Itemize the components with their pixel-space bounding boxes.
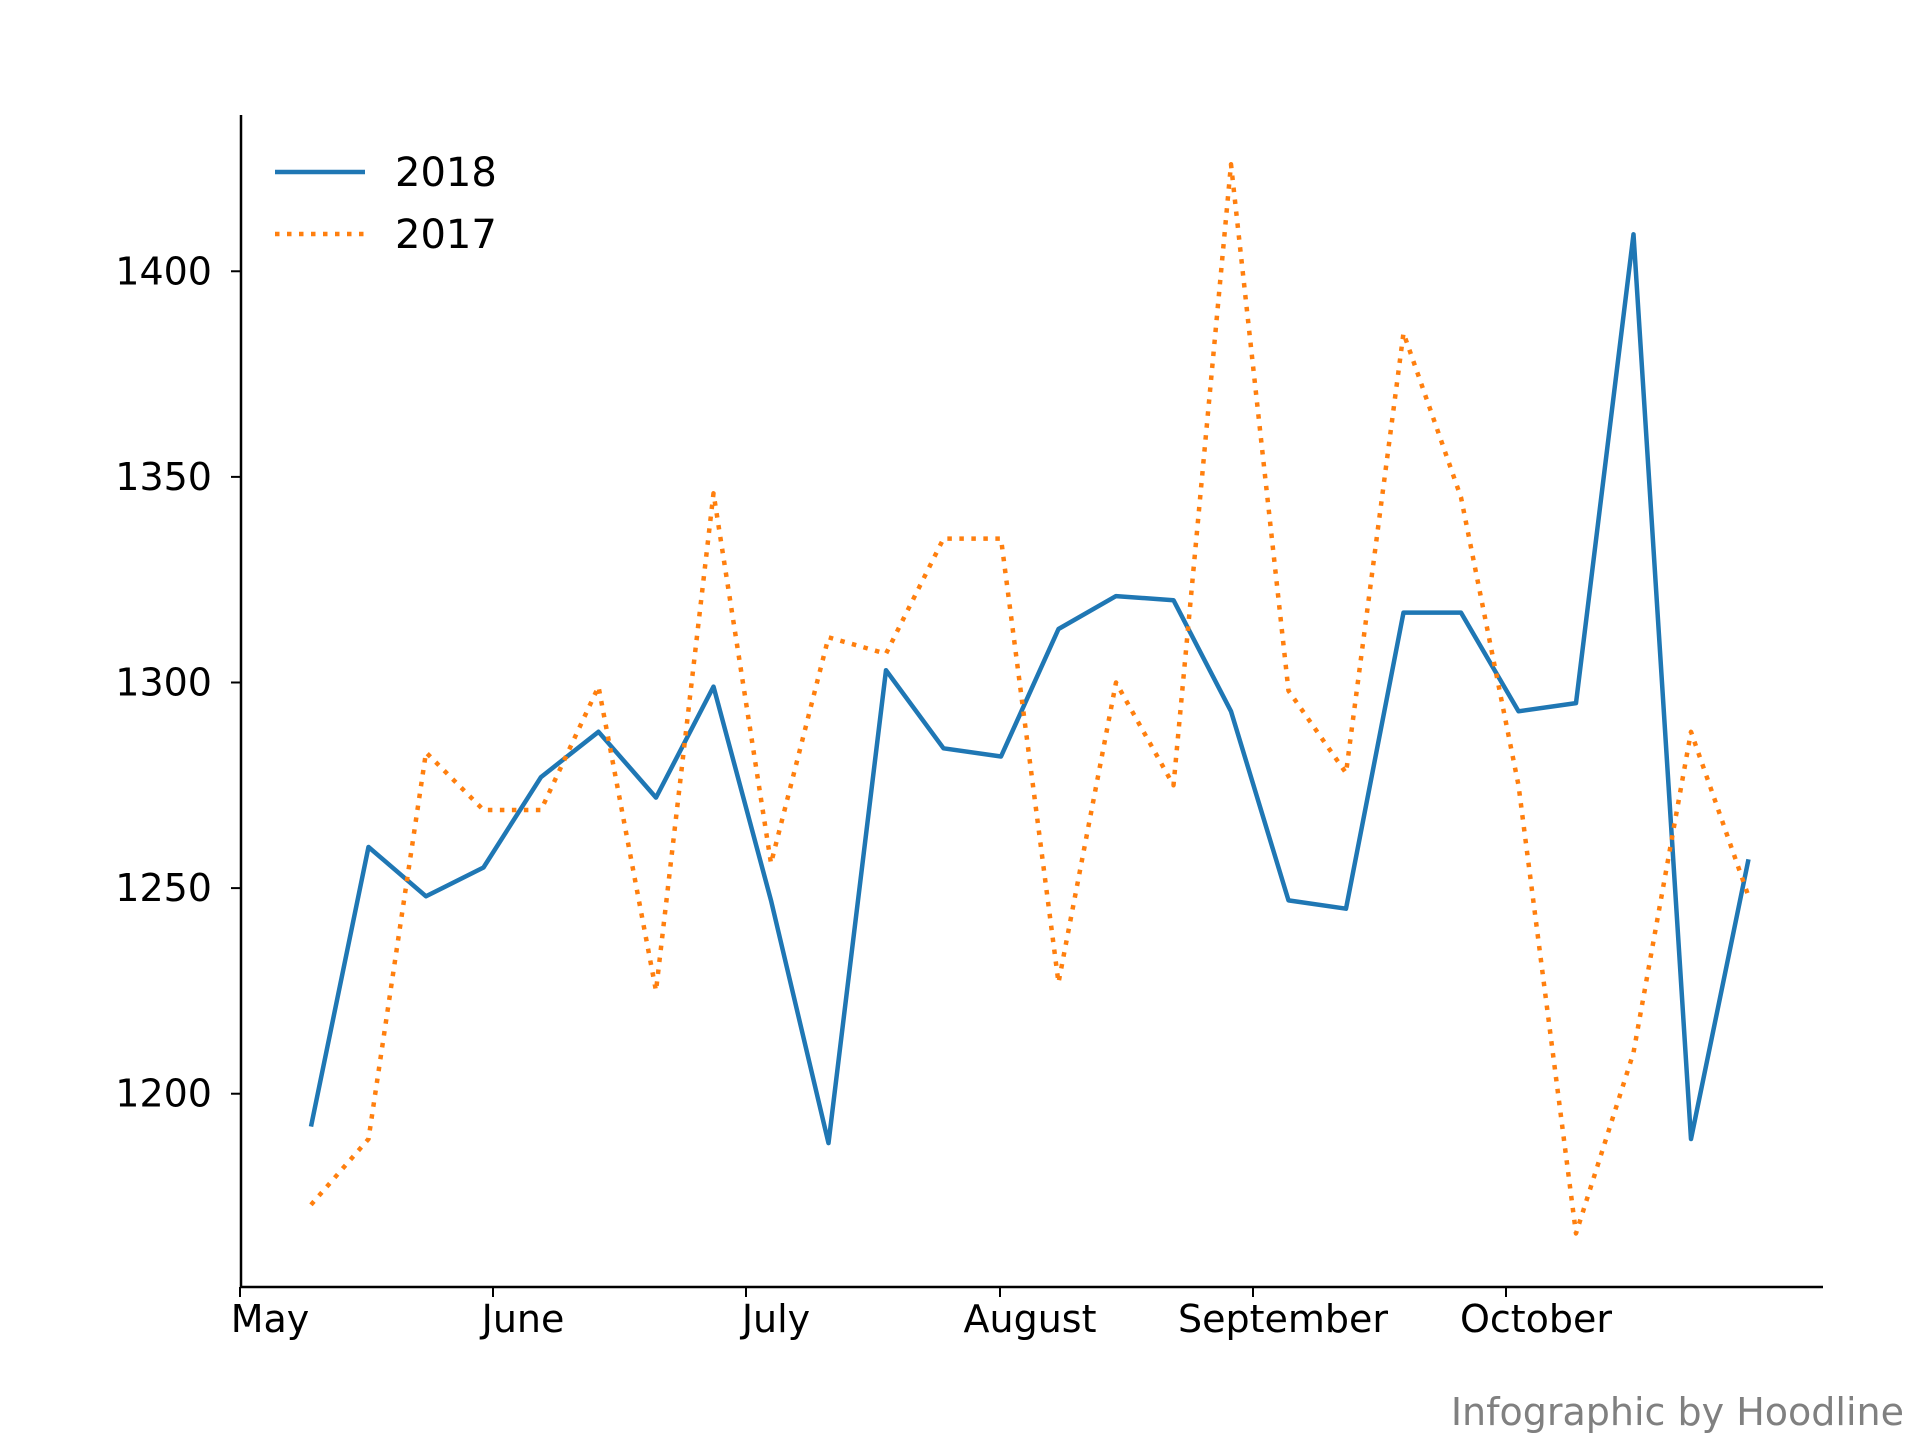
y-tick-label: 1400 xyxy=(115,249,212,293)
x-tick-label: July xyxy=(740,1297,810,1341)
x-tick-label: October xyxy=(1460,1297,1612,1341)
series-lines xyxy=(308,162,1751,1236)
y-tick-label: 1300 xyxy=(115,660,212,704)
y-tick-label: 1200 xyxy=(115,1072,212,1116)
y-tick-label: 1350 xyxy=(115,455,212,499)
x-tick-label: May xyxy=(231,1297,310,1341)
x-tick-label: June xyxy=(480,1297,565,1341)
x-ticks: May June July August September October xyxy=(231,1287,1612,1341)
series-line-2017 xyxy=(309,162,1751,1236)
credit-text: Infographic by Hoodline xyxy=(1450,1390,1904,1434)
y-ticks: 1200 1250 1300 1350 1400 xyxy=(115,249,241,1116)
legend-label-2017: 2017 xyxy=(395,212,497,258)
x-tick-label: August xyxy=(964,1297,1097,1341)
series-line-2018 xyxy=(308,232,1751,1146)
y-tick-label: 1250 xyxy=(115,866,212,910)
axes xyxy=(239,115,1823,1289)
legend: 2018 2017 xyxy=(275,150,497,258)
x-tick-label: September xyxy=(1178,1297,1388,1341)
legend-label-2018: 2018 xyxy=(395,150,497,196)
